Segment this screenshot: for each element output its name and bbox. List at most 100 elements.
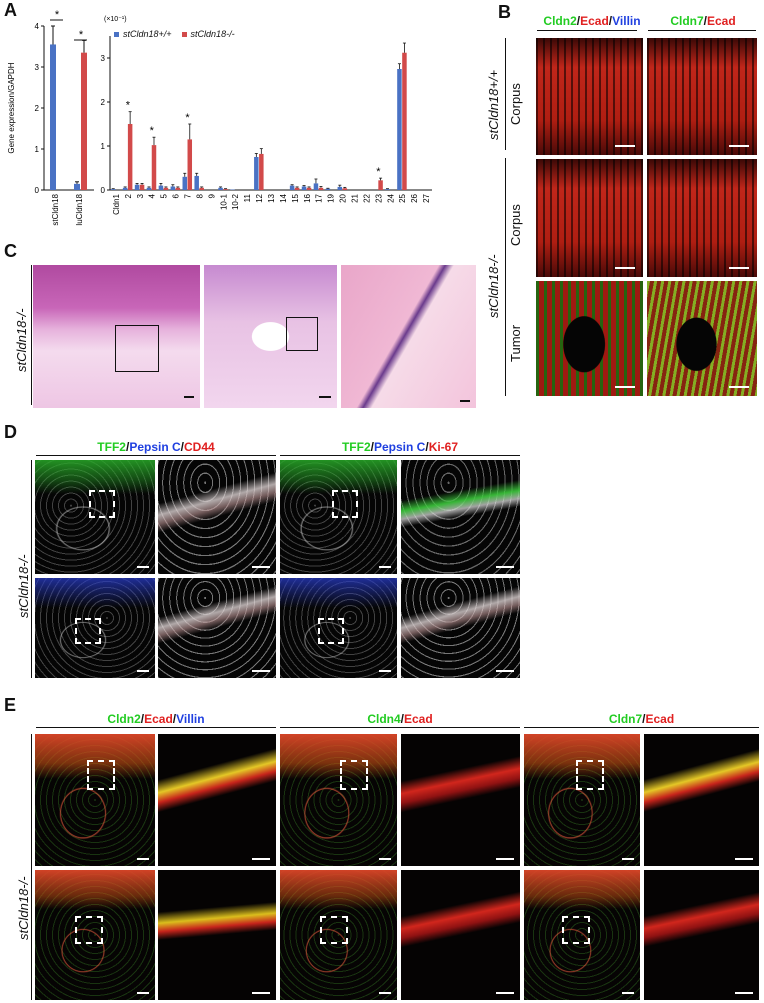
bar-17-1 [318,187,324,190]
category-label: 17 [315,193,324,202]
panel-c-image-midmag [204,265,337,408]
panel-d-image-cd44-top-zoom [158,460,276,574]
bar-25-1 [402,52,407,190]
panel-b-image-ko-tumor-1 [536,281,643,396]
panel-e-image-cldn4-top-zoom [401,734,520,866]
bar-20-0 [337,186,343,190]
bar-7-0 [182,176,188,190]
panel-label-e: E [4,695,17,715]
panel-d-image-cd44-bottom-overview [35,578,155,678]
bar-luCldn18-1 [81,52,87,191]
bar-12-0 [254,157,259,190]
category-label: 2 [124,193,133,198]
bar-15-1 [294,187,300,190]
bar-6-0 [170,186,176,190]
panel-c-image-highmag [341,265,476,408]
panel-d-image-cd44-top-overview [35,460,155,574]
panel-b-image-ko-corpus-2 [647,159,757,277]
category-label: 11 [243,193,252,202]
panel-e-header-3: Cldn7/Ecad [608,712,675,726]
bar-3-1 [139,184,145,190]
category-label: 22 [362,193,371,202]
panel-b-row-corpus-1: Corpus [508,83,523,125]
category-label: 3 [136,193,145,198]
bar-5-0 [158,185,164,190]
category-label: stCldn18 [51,193,60,225]
y-tick-label: 2 [101,98,106,107]
category-label: 5 [160,193,169,198]
panel-b-image-wt-corpus-1 [536,38,643,155]
bar-19-0 [325,188,331,190]
category-label: 26 [410,193,419,202]
category-label: luCldn18 [75,193,84,225]
bar-luCldn18-0 [74,183,80,190]
significance-star: * [55,9,60,21]
panel-b-row-corpus-2: Corpus [508,204,523,246]
category-label: 4 [148,193,157,198]
category-label: 15 [291,193,300,202]
bar-24-0 [385,189,390,190]
panel-e-image-cldn4-top-overview [280,734,397,866]
bar-10-1-0 [218,187,223,190]
category-label: 7 [184,193,193,198]
panel-d-header-2: TFF2/Pepsin C/Ki-67 [341,440,459,454]
panel-d-image-cd44-bottom-zoom [158,578,276,678]
legend-label-wt: stCldn18+/+ [123,29,172,39]
category-label: 23 [374,193,383,202]
panel-e-image-cldn2-top-zoom [158,734,276,866]
category-label: 9 [207,193,216,198]
bar-16-1 [306,187,312,190]
panel-e-image-cldn4-bottom-zoom [401,870,520,1000]
bar-15-0 [289,185,295,190]
legend: stCldn18+/+ stCldn18-/- [114,29,235,39]
panel-label-d: D [4,422,17,442]
y-tick-label: 3 [35,63,40,72]
panel-d-header-1: TFF2/Pepsin C/CD44 [97,440,215,454]
category-label: 25 [398,193,407,202]
bar-10-1-1 [223,189,228,190]
bar-23-1 [378,180,383,190]
category-label: 16 [303,193,312,202]
category-label: 24 [386,193,395,202]
bar-6-1 [175,187,181,190]
panel-label-a: A [4,0,17,20]
panel-e-image-cldn2-top-overview [35,734,155,866]
category-label: 8 [195,193,204,198]
significance-star: * [126,100,131,112]
panel-b-genotype-ko: stCldn18-/- [486,254,501,318]
legend-swatch-wt [114,31,119,37]
bar-25-0 [397,69,402,190]
category-label: 13 [267,193,276,202]
panel-b-image-ko-corpus-1 [536,159,643,277]
panel-e-genotype: stCldn18-/- [16,876,31,940]
y-tick-label: 1 [101,142,106,151]
panel-e-image-cldn7-bottom-overview [524,870,640,1000]
panel-d-genotype: stCldn18-/- [16,554,31,618]
y-tick-label: 3 [101,54,106,63]
y-tick-label: 2 [35,104,40,113]
panel-e-header-1: Cldn2/Ecad/Villin [107,712,205,726]
panel-e-image-cldn4-bottom-overview [280,870,397,1000]
panel-d-image-ki67-top-overview [280,460,397,574]
bar-8-1 [199,187,204,190]
scale-label: (×10⁻¹) [104,16,127,23]
panel-c-image-lowmag [33,265,200,408]
bar-12-1 [259,153,264,190]
bar-7-1 [187,139,193,190]
category-label: 6 [172,193,181,198]
y-tick-label: 4 [35,22,40,31]
panel-e-image-cldn7-top-zoom [644,734,759,866]
panel-d-image-ki67-bottom-zoom [401,578,520,678]
panel-b-image-ko-tumor-2 [647,281,757,396]
bar-3-0 [134,184,140,190]
bar-2-0 [122,187,128,190]
category-label: 14 [279,193,288,202]
bar-16-0 [301,186,307,190]
panel-b-genotype-wt: stCldn18+/+ [486,69,501,140]
panel-label-b: B [498,2,511,22]
panel-b-header-2: Cldn7/Ecad [670,14,736,28]
bar-stCldn18-0 [50,44,56,191]
panel-label-c: C [4,241,17,261]
panel-e-image-cldn2-bottom-overview [35,870,155,1000]
